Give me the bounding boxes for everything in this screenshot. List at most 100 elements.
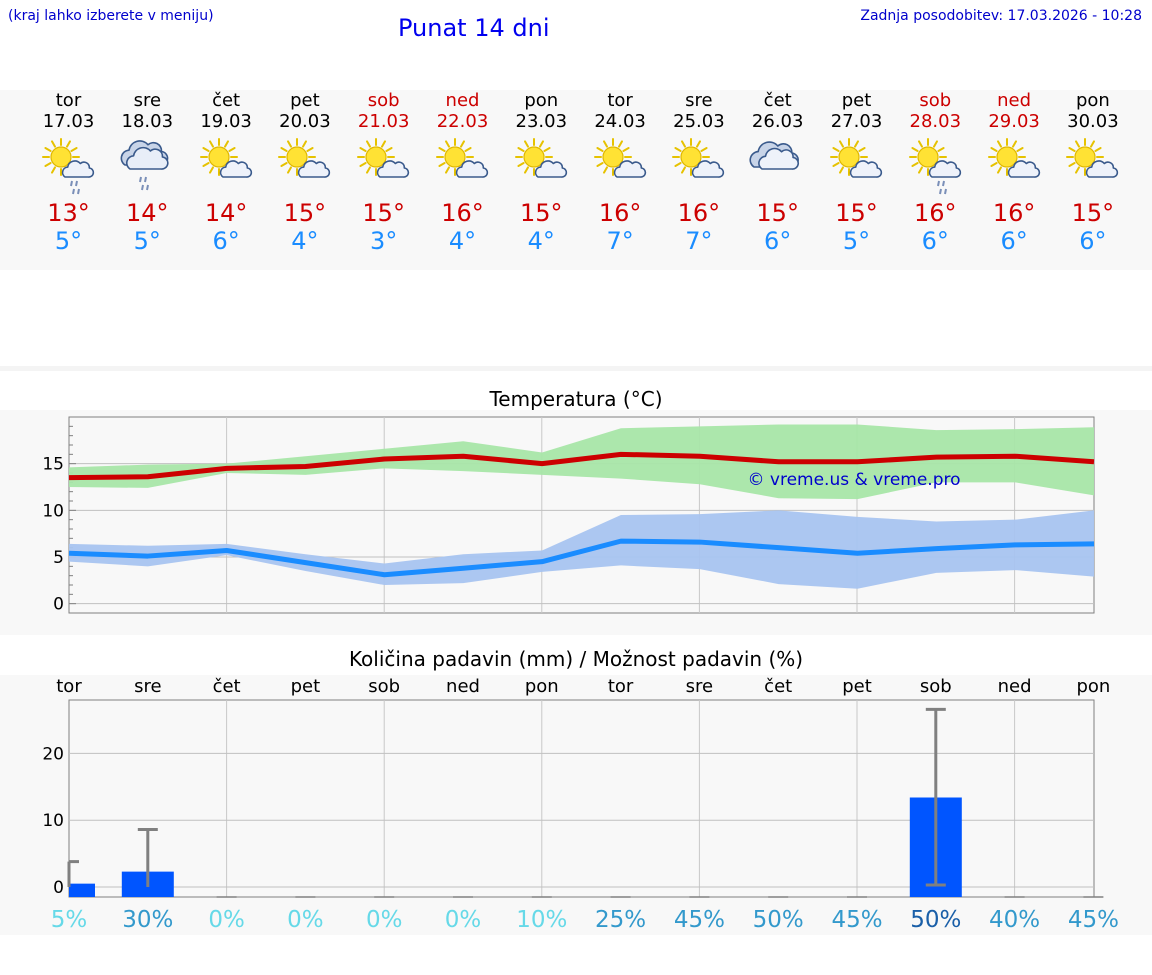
temp-max: 16° — [992, 199, 1036, 227]
temp-max: 15° — [1071, 199, 1115, 227]
precipitation-probability: 50% — [753, 907, 804, 933]
x-tick-label: ned — [998, 676, 1032, 697]
precipitation-probability: 0% — [287, 907, 324, 933]
forecast-day: pon 23.03 15° 4° — [502, 90, 581, 255]
forecast-day: pet 27.03 15° 5° — [817, 90, 896, 255]
sun-cloud-icon — [1066, 138, 1119, 178]
temp-max: 16° — [441, 199, 484, 227]
temp-min: 4° — [291, 227, 319, 255]
forecast-day: tor 17.03 13° 5° — [29, 90, 108, 255]
temp-min: 5° — [133, 227, 161, 255]
precipitation-probability: 45% — [831, 907, 882, 933]
day-date: 20.03 — [279, 111, 331, 132]
y-tick-label: 0 — [53, 878, 64, 898]
last-updated: Zadnja posodobitev: 17.03.2026 - 10:28 — [860, 8, 1142, 24]
y-tick-label: 10 — [42, 811, 64, 831]
min-temperature-line — [68, 538, 1095, 578]
sun-cloud-icon — [672, 138, 725, 178]
daily-forecast-strip: tor 17.03 13° 5° sre 18.03 14° 5° čet 19.03 14° 6° p… — [0, 90, 1152, 270]
temp-min: 5° — [54, 227, 83, 255]
precipitation-probability: 50% — [910, 907, 961, 933]
sun-cloud-icon — [830, 138, 883, 178]
day-name: pon — [524, 90, 559, 111]
day-date: 24.03 — [594, 111, 646, 132]
day-name: pet — [841, 90, 872, 111]
x-tick-label: pon — [525, 676, 559, 697]
precipitation-chart-title: Količina padavin (mm) / Možnost padavin … — [348, 647, 804, 671]
day-name: pet — [290, 90, 320, 111]
temp-max: 15° — [283, 199, 327, 227]
day-date: 25.03 — [673, 111, 725, 132]
day-date: 21.03 — [357, 111, 410, 132]
precipitation-probability: 5% — [51, 907, 88, 933]
precipitation-probability: 30% — [122, 907, 173, 933]
forecast-day: pon 30.03 15° 6° — [1053, 90, 1132, 255]
x-tick-label: tor — [56, 676, 82, 697]
y-tick-label: 10 — [42, 501, 64, 521]
temp-max: 15° — [756, 199, 799, 227]
forecast-day: pet 20.03 15° 4° — [265, 90, 344, 255]
day-date: 26.03 — [751, 111, 804, 132]
sun-cloud-icon — [357, 138, 410, 178]
temp-min: 4° — [527, 227, 555, 255]
day-date: 27.03 — [830, 111, 883, 132]
temp-min: 6° — [212, 227, 240, 255]
temp-max: 16° — [677, 199, 721, 227]
sun-cloud-icon — [199, 138, 252, 178]
temp-max: 15° — [835, 199, 878, 227]
precipitation-probability: 0% — [366, 907, 403, 933]
day-name: sre — [685, 90, 713, 111]
forecast-day: sob 21.03 15° 3° — [344, 90, 423, 255]
day-name: pon — [1075, 90, 1110, 111]
precipitation-bar — [69, 883, 95, 897]
day-name: ned — [997, 90, 1032, 111]
forecast-day: ned 29.03 16° 6° — [975, 90, 1054, 255]
x-tick-label: sre — [686, 676, 713, 697]
max-range-band — [69, 424, 1094, 500]
forecast-day: sre 25.03 16° 7° — [659, 90, 738, 255]
y-tick-label: 15 — [42, 455, 64, 475]
forecast-day: sob 28.03 16° 6° — [896, 90, 975, 255]
temperature-chart-title: Temperatura (°C) — [489, 387, 663, 411]
temp-min: 6° — [1000, 227, 1028, 255]
precipitation-chart: 0 10 20 tor sre čet pet sob ned pon tor sre čet pet so… — [42, 676, 1119, 933]
max-temperature-line — [68, 451, 1095, 481]
day-name: tor — [55, 90, 82, 111]
watermark: © vreme.us & vreme.pro — [747, 470, 960, 490]
x-tick-label: pet — [291, 676, 321, 697]
temp-max: 15° — [362, 199, 405, 227]
day-name: čet — [212, 90, 241, 111]
temperature-panel: 0 5 10 15 © vreme.us & vreme.pro — [0, 410, 1152, 635]
day-date: 19.03 — [200, 111, 252, 132]
sun-cloud-icon — [514, 138, 567, 178]
temp-min: 6° — [764, 227, 792, 255]
day-date: 22.03 — [436, 111, 489, 132]
day-date: 17.03 — [42, 111, 95, 132]
x-tick-label: sre — [134, 676, 161, 697]
temp-max: 16° — [914, 199, 957, 227]
y-tick-label: 0 — [53, 595, 64, 615]
sun-cloud-icon — [436, 138, 489, 178]
page-title: Punat 14 dni — [398, 14, 550, 42]
day-name: sob — [367, 90, 400, 111]
temperature-chart: 0 5 10 15 © vreme.us & vreme.pro — [42, 416, 1095, 615]
temp-max: 13° — [47, 199, 90, 227]
cloud-icon — [749, 141, 800, 170]
x-tick-label: čet — [764, 676, 792, 697]
precipitation-probability: 10% — [516, 907, 567, 933]
day-name: čet — [763, 90, 792, 111]
day-name: sob — [919, 90, 952, 111]
temp-min: 3° — [370, 227, 398, 255]
x-tick-label: tor — [608, 676, 634, 697]
precipitation-probability: 0% — [208, 907, 245, 933]
y-tick-label: 5 — [53, 548, 64, 568]
location-hint: (kraj lahko izberete v meniju) — [8, 8, 214, 24]
temp-min: 6° — [921, 227, 949, 255]
sun-cloud-icon — [987, 138, 1040, 178]
temp-max: 15° — [520, 199, 563, 227]
day-name: ned — [445, 90, 480, 111]
temp-max: 16° — [598, 199, 642, 227]
forecast-day: tor 24.03 16° 7° — [581, 90, 660, 255]
temp-min: 5° — [842, 227, 871, 255]
precipitation-probability: 0% — [445, 907, 482, 933]
